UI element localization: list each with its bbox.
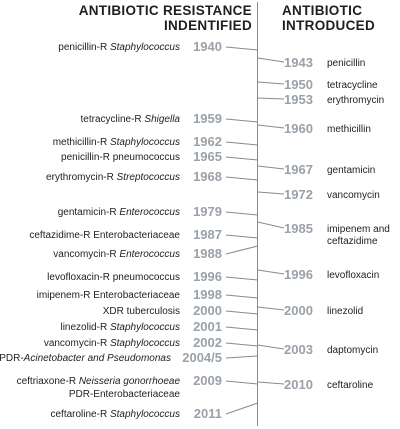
introduced-connector — [257, 269, 285, 275]
resistance-connector — [225, 141, 258, 146]
resistance-label: gentamicin-R Enterococcus — [58, 207, 180, 218]
introduced-label: gentamicin — [327, 165, 375, 176]
resistance-year: 1987 — [193, 227, 222, 242]
introduced-connector — [257, 191, 285, 195]
resistance-label: imipenem-R Enterobacteriaceae — [37, 290, 181, 301]
introduced-year: 1950 — [284, 77, 313, 92]
introduced-label: levofloxacin — [327, 270, 379, 281]
header-right-line-1: ANTIBIOTIC — [282, 3, 363, 18]
introduced-label: methicillin — [327, 124, 371, 135]
introduced-connector — [257, 124, 285, 129]
resistance-connector — [225, 245, 258, 255]
resistance-connector — [225, 380, 258, 385]
resistance-year: 1965 — [193, 149, 222, 164]
header-antibiotic-introduced: ANTIBIOTIC INTRODUCED — [282, 3, 375, 33]
introduced-connector — [257, 306, 285, 311]
introduced-label: ceftazidime — [327, 236, 378, 247]
introduced-connector — [257, 81, 285, 85]
introduced-connector — [257, 344, 285, 350]
resistance-label: ceftaroline-R Staphylococcus — [50, 409, 180, 420]
resistance-label: PDR-Acinetobacter and Pseudomonas — [0, 353, 171, 364]
resistance-year: 2009 — [193, 373, 222, 388]
introduced-year: 1996 — [284, 267, 313, 282]
resistance-label-line-2: PDR-Enterobacteriaceae — [69, 389, 181, 400]
resistance-label: erythromycin-R Streptococcus — [46, 172, 180, 183]
introduced-year: 1953 — [284, 92, 313, 107]
resistance-year: 2011 — [194, 406, 222, 421]
resistance-label: ceftazidime-R Enterobacteriaceae — [29, 230, 180, 241]
introduced-label: imipenem and — [327, 224, 390, 235]
introduced-label: linezolid — [327, 306, 363, 317]
resistance-connector — [225, 156, 258, 161]
introduced-year: 1943 — [284, 55, 313, 70]
resistance-label: penicillin-R Staphylococcus — [58, 42, 180, 53]
resistance-label: linezolid-R Staphylococcus — [60, 322, 180, 333]
resistance-connector — [225, 276, 258, 281]
resistance-connector — [225, 46, 258, 51]
introduced-connector — [257, 221, 285, 229]
introduced-year: 2010 — [284, 377, 313, 392]
resistance-label: tetracycline-R Shigella — [81, 114, 181, 125]
resistance-label: ceftriaxone-R Neisseria gonorrhoeae — [17, 376, 181, 387]
introduced-connector — [257, 381, 285, 385]
header-left-line-2: INDENTIFIED — [163, 18, 252, 33]
resistance-connector — [225, 176, 258, 181]
resistance-connector — [225, 355, 258, 359]
resistance-connector — [225, 402, 258, 415]
header-resistance-identified: ANTIBIOTIC RESISTANCE INDENTIFIED — [79, 3, 252, 33]
resistance-year: 1979 — [193, 204, 222, 219]
resistance-label: penicillin-R pneumococcus — [61, 152, 180, 163]
resistance-year: 2001 — [193, 319, 222, 334]
resistance-year: 1959 — [193, 111, 222, 126]
resistance-year: 1988 — [193, 246, 222, 261]
introduced-year: 2003 — [284, 342, 313, 357]
resistance-year: 2002 — [193, 335, 222, 350]
resistance-label: XDR tuberculosis — [103, 306, 180, 317]
resistance-year: 1940 — [193, 39, 222, 54]
resistance-year: 1968 — [193, 169, 222, 184]
introduced-label: penicillin — [327, 58, 365, 69]
introduced-connector — [257, 57, 285, 63]
introduced-label: daptomycin — [327, 345, 378, 356]
resistance-label: vancomycin-R Enterococcus — [53, 249, 180, 260]
introduced-year: 2000 — [284, 303, 313, 318]
resistance-label: levofloxacin-R pneumococcus — [47, 272, 180, 283]
resistance-connector — [225, 310, 258, 315]
introduced-label: tetracycline — [327, 80, 378, 91]
resistance-year: 2000 — [193, 303, 222, 318]
introduced-label: erythromycin — [327, 95, 384, 106]
resistance-connector — [225, 326, 258, 331]
introduced-year: 1960 — [284, 121, 313, 136]
resistance-connector — [225, 118, 258, 123]
introduced-year: 1972 — [284, 187, 313, 202]
resistance-connector — [225, 342, 258, 347]
introduced-connector — [257, 165, 285, 170]
resistance-label: methicillin-R Staphylococcus — [53, 137, 180, 148]
introduced-connector — [257, 97, 285, 100]
timeline-axis — [257, 2, 259, 426]
resistance-year: 1962 — [193, 134, 222, 149]
resistance-connector — [225, 234, 258, 239]
resistance-year: 2004/5 — [182, 350, 222, 365]
resistance-year: 1996 — [193, 269, 222, 284]
resistance-connector — [225, 294, 258, 299]
resistance-year: 1998 — [193, 287, 222, 302]
introduced-year: 1967 — [284, 162, 313, 177]
header-left-line-1: ANTIBIOTIC RESISTANCE — [78, 3, 252, 18]
introduced-label: ceftaroline — [327, 380, 374, 391]
resistance-connector — [225, 211, 258, 216]
introduced-year: 1985 — [284, 221, 313, 236]
header-right-line-2: INTRODUCED — [282, 18, 375, 33]
resistance-label: vancomycin-R Staphylococcus — [44, 338, 180, 349]
introduced-label: vancomycin — [327, 190, 380, 201]
